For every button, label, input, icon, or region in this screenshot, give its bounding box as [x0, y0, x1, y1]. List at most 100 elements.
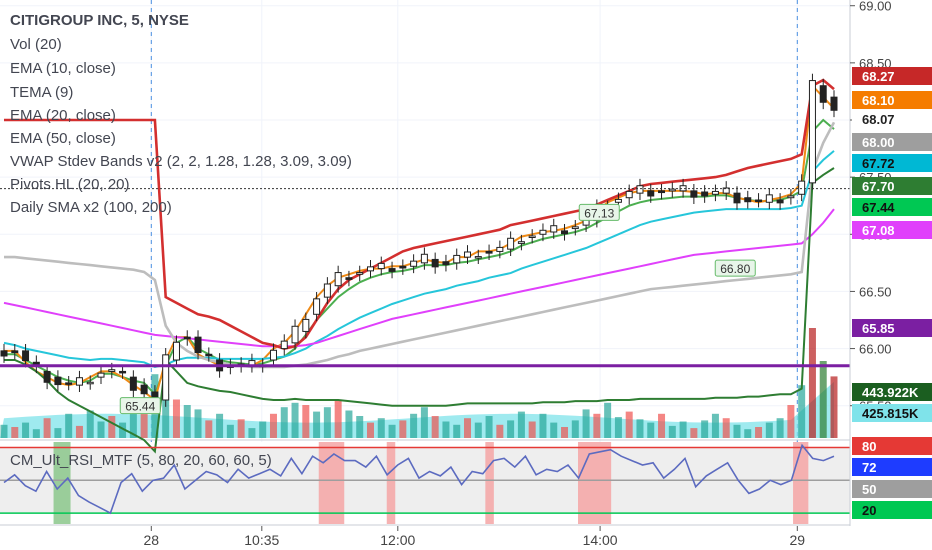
overbought-zone [318, 442, 345, 524]
volume-bar [787, 405, 795, 438]
candle-body [442, 261, 450, 266]
volume-bar [819, 361, 827, 438]
price-tag-tag [852, 221, 932, 239]
rsi-tag: 50 [862, 482, 876, 497]
legend-tema: TEMA (9) [10, 84, 74, 101]
candle-body [431, 258, 439, 268]
series-line-2 [3, 150, 835, 368]
volume-bar [248, 428, 256, 438]
rsi-tag: 80 [862, 439, 876, 454]
candle-body [787, 195, 795, 199]
candle-body [313, 298, 321, 315]
pivot-label: 65.44 [125, 400, 155, 414]
legend-ema50: EMA (50, close) [10, 130, 116, 147]
volume-bar [129, 411, 137, 438]
volume-bar [194, 409, 202, 438]
candle-body [119, 370, 127, 374]
legend-vwap: VWAP Stdev Bands v2 (2, 2, 1.28, 1.28, 3… [10, 153, 352, 170]
y-tick-label: 66.00 [859, 342, 892, 357]
legend-vol: Vol (20) [10, 36, 62, 53]
candle-body [776, 199, 784, 204]
volume-bar [65, 413, 73, 438]
volume-bar [647, 422, 655, 438]
volume-bar [22, 422, 30, 438]
volume-bar [464, 418, 472, 438]
candle-body [280, 340, 288, 350]
series-line-6 [4, 167, 835, 454]
volume-bar [485, 416, 493, 438]
price-tag: 68.07 [862, 112, 895, 127]
volume-bar [431, 416, 439, 438]
volume-tag-tag [852, 383, 932, 401]
volume-bar [0, 424, 8, 438]
price-tag: 67.70 [862, 179, 895, 194]
candle-body [323, 283, 331, 298]
volume-bar [496, 424, 504, 438]
pivot-label-box [119, 397, 161, 415]
rsi-title: CM_Ult_RSI_MTF (5, 80, 20, 60, 60, 5) [10, 452, 272, 469]
candle-body [388, 268, 396, 272]
price-tag: 68.27 [862, 69, 895, 84]
candle-body [0, 350, 8, 357]
volume-bar [323, 407, 331, 438]
overbought-zone [485, 442, 494, 524]
volume-bar [334, 400, 342, 438]
candle-body [399, 265, 407, 269]
y-tick-label: 66.50 [859, 284, 892, 299]
volume-bar [561, 427, 569, 438]
candle-body [75, 377, 83, 386]
volume-bar [755, 427, 763, 438]
volume-bar [399, 420, 407, 438]
price-tag-tag [852, 154, 932, 172]
rsi-tag-tag [852, 458, 932, 476]
volume-bar [313, 411, 321, 438]
candle-body [496, 246, 504, 252]
candle-body [830, 96, 838, 111]
chart-title: CITIGROUP INC, 5, NYSE [10, 12, 189, 29]
volume-bar [507, 420, 515, 438]
volume-bar [410, 413, 418, 438]
volume-bar [474, 422, 482, 438]
volume-bar [280, 407, 288, 438]
rsi-tag: 72 [862, 460, 876, 475]
rsi-tag-tag [852, 501, 932, 519]
series-line-1 [4, 83, 835, 402]
candle-body [485, 250, 493, 254]
candle-body [722, 187, 730, 194]
candle-body [507, 237, 515, 250]
legend-ema10: EMA (10, close) [10, 60, 116, 77]
volume-bar [701, 420, 709, 438]
volume-bar [420, 407, 428, 438]
x-tick-label: 10:35 [244, 532, 279, 548]
legend-daily-sma: Daily SMA x2 (100, 200) [10, 199, 172, 216]
series-line-4 [4, 78, 835, 350]
volume-bar [722, 418, 730, 438]
candle-body [744, 197, 752, 203]
volume-bar [345, 410, 353, 438]
candle-body [474, 256, 482, 259]
volume-bar [140, 398, 148, 438]
price-tag: 67.08 [862, 223, 895, 238]
candle-body [108, 369, 116, 372]
candle-body [636, 185, 644, 194]
price-tag-tag [852, 91, 932, 109]
candle-body [668, 188, 676, 192]
candle-body [550, 225, 558, 233]
candle-body [528, 235, 536, 238]
volume-bar [119, 422, 127, 438]
volume-bar [830, 376, 838, 438]
price-tag: 65.85 [862, 321, 895, 336]
overbought-zone [386, 442, 396, 524]
volume-bar [582, 409, 590, 438]
volume-bar [668, 425, 676, 438]
price-tag: 67.72 [862, 156, 895, 171]
price-tag-tag [852, 198, 932, 216]
rsi-tag: 20 [862, 503, 876, 518]
volume-bar [453, 424, 461, 438]
volume-bar [808, 328, 816, 438]
time-axis [0, 526, 932, 550]
price-tag-tag [852, 67, 932, 85]
candle-body [517, 241, 525, 244]
candle-body [366, 266, 374, 272]
pivot-label: 66.80 [720, 262, 750, 276]
